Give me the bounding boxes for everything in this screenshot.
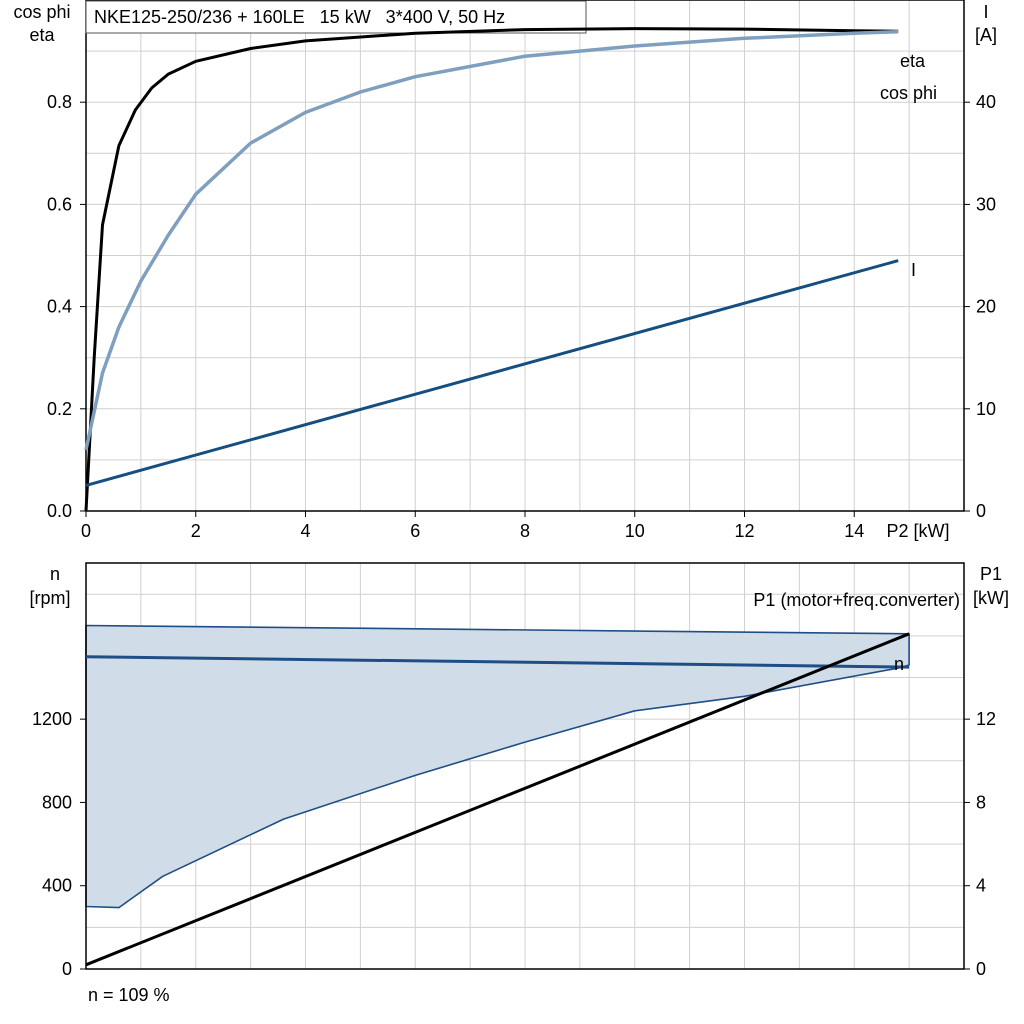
x-axis-label: P2 [kW] <box>886 521 949 541</box>
bottom-panel-frame <box>85 562 965 970</box>
series-label: n <box>894 654 904 674</box>
speed-range-region <box>85 624 910 909</box>
chart-title: NKE125-250/236 + 160LE 15 kW 3*400 V, 50… <box>94 7 505 27</box>
y2-axis-label-unit: [A] <box>975 25 997 45</box>
y2-tick-label: 0 <box>976 501 986 521</box>
top-panel-labels: eta cos phi I <box>880 51 937 280</box>
y2-axis-label-i: I <box>983 2 988 22</box>
series-label: P1 (motor+freq.converter) <box>753 590 960 610</box>
bottom-panel-series <box>85 632 910 967</box>
y-tick-label: 0.4 <box>47 297 72 317</box>
y-axis-label-rpm: [rpm] <box>29 588 70 608</box>
y2-tick-label: 0 <box>976 959 986 979</box>
speed-curve <box>85 655 910 669</box>
bottom-panel-ticks: 0 400 800 1200 0 4 8 12 <box>32 709 996 979</box>
series-label: cos phi <box>880 83 937 103</box>
y-tick-label: 800 <box>42 792 72 812</box>
y-axis-label-n: n <box>50 564 60 584</box>
y2-axis-label-kw: [kW] <box>973 588 1009 608</box>
title-box <box>85 0 587 34</box>
x-tick-label: 6 <box>410 521 420 541</box>
y-tick-label: 0.8 <box>47 92 72 112</box>
y-axis-label-eta: eta <box>29 25 55 45</box>
y-tick-label: 0 <box>62 959 72 979</box>
top-panel-ticks: 0 2 4 6 8 10 12 14 0.0 0.2 0.4 0.6 0.8 0 10 20 30 40 <box>47 92 996 541</box>
y2-tick-label: 10 <box>976 399 996 419</box>
x-tick-label: 8 <box>520 521 530 541</box>
current-curve <box>85 259 899 487</box>
y2-tick-label: 12 <box>976 709 996 729</box>
y2-tick-label: 30 <box>976 194 996 214</box>
y-tick-label: 400 <box>42 876 72 896</box>
top-panel-series <box>84 27 899 512</box>
speed-footnote: n = 109 % <box>88 985 170 1005</box>
x-tick-label: 0 <box>81 521 91 541</box>
y-tick-label: 0.0 <box>47 501 72 521</box>
x-tick-label: 4 <box>300 521 310 541</box>
y-tick-label: 0.2 <box>47 399 72 419</box>
x-tick-label: 14 <box>844 521 864 541</box>
p1-curve <box>85 632 910 967</box>
bottom-panel-labels: n P1 (motor+freq.converter) <box>753 590 960 674</box>
y2-tick-label: 8 <box>976 792 986 812</box>
y2-tick-label: 4 <box>976 876 986 896</box>
y-tick-label: 1200 <box>32 709 72 729</box>
x-tick-label: 2 <box>191 521 201 541</box>
x-tick-label: 10 <box>625 521 645 541</box>
top-panel-grid <box>86 0 964 511</box>
series-label: I <box>911 260 916 280</box>
x-tick-label: 12 <box>734 521 754 541</box>
y2-tick-label: 40 <box>976 92 996 112</box>
y2-tick-label: 20 <box>976 297 996 317</box>
bottom-panel-region <box>85 624 910 909</box>
y2-axis-label-p1: P1 <box>980 564 1002 584</box>
y-axis-label-cosphi: cos phi <box>13 2 70 22</box>
series-label: eta <box>900 51 926 71</box>
y-tick-label: 0.6 <box>47 194 72 214</box>
cos-phi-curve <box>84 29 899 451</box>
eta-curve <box>84 27 899 512</box>
